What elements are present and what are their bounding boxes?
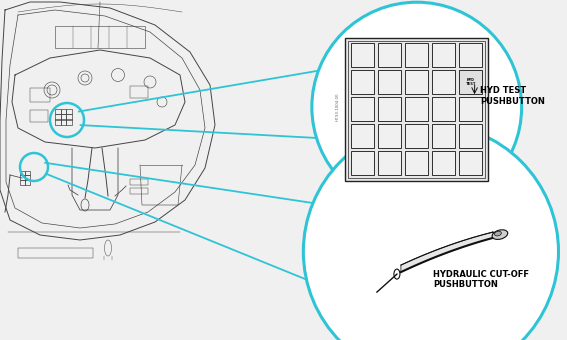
Bar	[66, 114, 71, 119]
Bar	[55, 114, 61, 119]
Bar	[351, 124, 374, 148]
Text: HYDRAULIC CUT-OFF
PUSHBUTTON: HYDRAULIC CUT-OFF PUSHBUTTON	[433, 270, 529, 289]
Bar	[432, 151, 455, 175]
Polygon shape	[401, 232, 496, 272]
Bar	[351, 97, 374, 121]
Bar	[459, 70, 483, 94]
Bar	[459, 44, 483, 67]
Bar	[351, 151, 374, 175]
Bar	[405, 44, 429, 67]
Bar	[432, 97, 455, 121]
Ellipse shape	[494, 231, 501, 236]
Bar	[18, 248, 93, 258]
Bar	[20, 171, 25, 175]
Circle shape	[312, 2, 522, 212]
Bar	[351, 70, 374, 94]
Bar	[20, 175, 25, 180]
Bar	[459, 97, 483, 121]
Bar	[405, 97, 429, 121]
Bar	[351, 44, 374, 67]
Text: HYD TEST
PUSHBUTTON: HYD TEST PUSHBUTTON	[480, 86, 545, 106]
Bar	[55, 26, 145, 48]
Bar	[378, 97, 401, 121]
Bar	[405, 70, 429, 94]
Bar	[459, 124, 483, 148]
Bar	[55, 108, 61, 114]
Bar	[25, 180, 29, 185]
Bar	[61, 119, 66, 125]
Bar	[405, 124, 429, 148]
Text: HT.93.1004.00: HT.93.1004.00	[335, 93, 339, 121]
Bar	[30, 110, 48, 122]
Bar	[378, 70, 401, 94]
Bar	[66, 108, 71, 114]
Bar	[30, 88, 50, 102]
Bar	[130, 86, 148, 98]
Bar	[432, 70, 455, 94]
Bar	[55, 119, 61, 125]
Bar	[61, 114, 66, 119]
Bar	[61, 108, 66, 114]
Bar	[130, 188, 148, 194]
Bar	[348, 40, 485, 177]
Bar	[20, 180, 25, 185]
Bar	[405, 151, 429, 175]
Ellipse shape	[492, 230, 507, 239]
Bar	[378, 44, 401, 67]
Text: HYD
TEST: HYD TEST	[466, 78, 476, 86]
Bar	[459, 151, 483, 175]
Bar	[130, 179, 148, 185]
Bar	[25, 175, 29, 180]
Circle shape	[303, 124, 558, 340]
Bar	[378, 124, 401, 148]
Bar	[66, 119, 71, 125]
Bar	[345, 38, 488, 181]
Bar	[432, 44, 455, 67]
Bar	[25, 171, 29, 175]
Bar	[432, 124, 455, 148]
Bar	[378, 151, 401, 175]
